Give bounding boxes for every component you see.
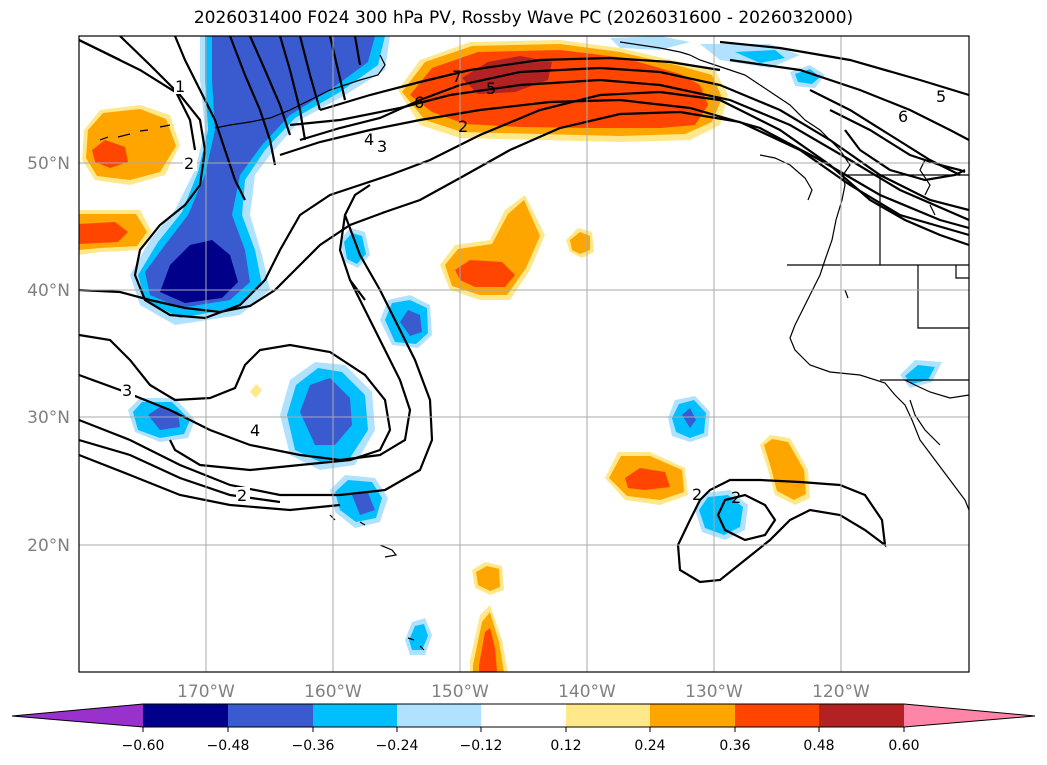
contour-label: 4: [364, 130, 374, 149]
lat-label: 50°N: [27, 154, 70, 174]
contour-label: 2: [184, 154, 194, 173]
contour-label: 2: [237, 486, 247, 505]
colorbar: −0.60 −0.48 −0.36 −0.24 −0.12 0.12 0.24 …: [11, 703, 1036, 754]
contour-label: 2: [731, 488, 741, 507]
colorbar-extend-low: [12, 704, 143, 727]
colorbar-segment: [143, 704, 228, 727]
colorbar-tick-label: 0.24: [634, 738, 665, 754]
contour-label: 3: [377, 137, 387, 156]
contour-label: 6: [414, 93, 424, 112]
colorbar-segment: [566, 704, 650, 727]
colorbar-tick-label: −0.24: [376, 738, 419, 754]
pv-contours: [79, 36, 969, 584]
colorbar-tick-label: 0.48: [803, 738, 834, 754]
lat-label: 40°N: [27, 281, 70, 301]
pv-anomaly-shading: [79, 36, 942, 672]
map-frame: [78, 35, 970, 673]
lon-label: 130°W: [685, 682, 743, 702]
contour-label: 2: [692, 485, 702, 504]
colorbar-tick-label: −0.36: [292, 738, 335, 754]
colorbar-tick-label: 0.36: [719, 738, 750, 754]
contour-label: 7: [452, 67, 462, 86]
lat-label: 30°N: [27, 408, 70, 428]
colorbar-tick-label: 0.12: [550, 738, 581, 754]
contour-label: 6: [898, 107, 908, 126]
colorbar-tick-label: 0.60: [888, 738, 919, 754]
colorbar-segment: [819, 704, 904, 727]
colorbar-segment: [735, 704, 819, 727]
contour-labels: 1 2 7 5 6 2 4 3 6 5 3 4 2 2 2: [121, 67, 946, 507]
contour-label: 3: [122, 381, 132, 400]
latitude-labels: 50°N 40°N 30°N 20°N: [27, 154, 70, 556]
contour-label: 1: [175, 77, 185, 96]
colorbar-segment: [481, 704, 566, 727]
lon-label: 140°W: [558, 682, 616, 702]
contour-label: 4: [250, 421, 260, 440]
lat-label: 20°N: [27, 536, 70, 556]
longitude-labels: 170°W 160°W 150°W 140°W 130°W 120°W: [177, 682, 870, 702]
colorbar-tick-label: −0.48: [207, 738, 250, 754]
lon-label: 170°W: [177, 682, 235, 702]
colorbar-tick-label: −0.60: [122, 738, 165, 754]
colorbar-segment: [228, 704, 313, 727]
colorbar-extend-high: [904, 704, 1035, 727]
lon-label: 160°W: [304, 682, 362, 702]
gridlines: [79, 36, 969, 672]
colorbar-segment: [313, 704, 397, 727]
lon-label: 120°W: [812, 682, 870, 702]
contour-label: 5: [486, 79, 496, 98]
map-title: 2026031400 F024 300 hPa PV, Rossby Wave …: [193, 8, 854, 28]
colorbar-tick-label: −0.12: [460, 738, 503, 754]
contour-label: 2: [458, 117, 468, 136]
contour-label: 5: [936, 87, 946, 106]
colorbar-segment: [650, 704, 735, 727]
colorbar-segment: [397, 704, 481, 727]
lon-label: 150°W: [431, 682, 489, 702]
